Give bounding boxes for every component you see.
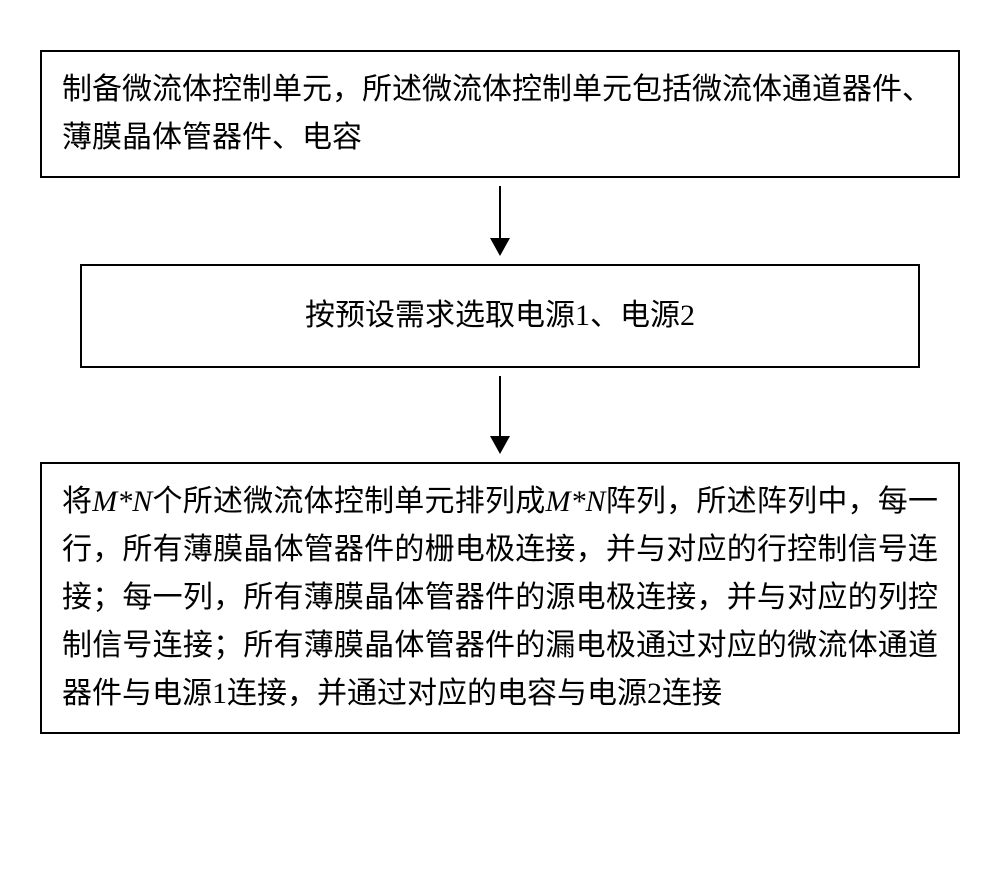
arrow-2-line xyxy=(499,376,501,436)
step-3-part-0: 将 xyxy=(62,485,92,518)
arrow-1-line xyxy=(499,186,501,238)
flowchart-step-2: 按预设需求选取电源1、电源2 xyxy=(80,264,920,368)
arrow-2 xyxy=(490,376,510,454)
step-3-part-1: M*N xyxy=(92,485,152,518)
arrow-2-head xyxy=(490,436,510,454)
step-3-part-3: M*N xyxy=(545,485,605,518)
step-1-text: 制备微流体控制单元，所述微流体控制单元包括微流体通道器件、薄膜晶体管器件、电容 xyxy=(62,73,932,154)
flowchart-step-1: 制备微流体控制单元，所述微流体控制单元包括微流体通道器件、薄膜晶体管器件、电容 xyxy=(40,50,960,178)
arrow-1-head xyxy=(490,238,510,256)
step-2-text: 按预设需求选取电源1、电源2 xyxy=(305,299,695,332)
step-3-part-4: 阵列，所述阵列中，每一行，所有薄膜晶体管器件的栅电极连接，并与对应的行控制信号连… xyxy=(62,485,938,710)
flowchart-step-3: 将M*N个所述微流体控制单元排列成M*N阵列，所述阵列中，每一行，所有薄膜晶体管… xyxy=(40,462,960,734)
step-3-part-2: 个所述微流体控制单元排列成 xyxy=(152,485,545,518)
flowchart-container: 制备微流体控制单元，所述微流体控制单元包括微流体通道器件、薄膜晶体管器件、电容 … xyxy=(40,50,960,734)
arrow-1 xyxy=(490,186,510,256)
